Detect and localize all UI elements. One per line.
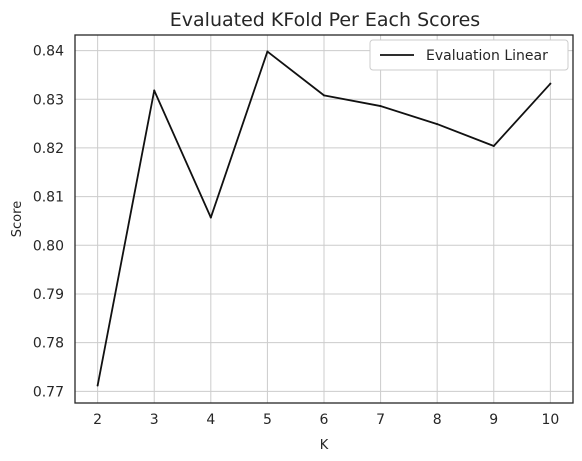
y-tick-label: 0.78 (33, 336, 64, 352)
x-tick-label: 4 (206, 412, 215, 428)
x-tick-label: 5 (263, 412, 272, 428)
y-tick-labels: 0.77 0.78 0.79 0.80 0.81 0.82 0.83 0.84 (33, 44, 64, 401)
data-point (96, 384, 99, 387)
y-tick-label: 0.84 (33, 44, 64, 60)
data-point (379, 105, 382, 108)
data-point (209, 216, 212, 219)
x-axis-label: K (320, 438, 329, 453)
legend-box (369, 39, 569, 71)
data-point (492, 144, 495, 147)
data-point (323, 94, 325, 97)
x-tick-label: 8 (433, 412, 442, 428)
y-tick-label: 0.79 (33, 287, 64, 303)
y-axis-label: Score (10, 201, 25, 237)
y-tick-label: 0.77 (33, 384, 64, 400)
y-tick-label: 0.81 (33, 190, 64, 206)
x-tick-labels: 2 3 4 5 6 7 8 9 10 (93, 412, 559, 428)
legend: Evaluation Linear (369, 39, 569, 71)
y-tick-label: 0.82 (33, 141, 64, 157)
x-tick-label: 9 (489, 412, 498, 428)
plot-frame (74, 34, 574, 404)
series-layer (96, 50, 552, 387)
x-tick-label: 6 (320, 412, 329, 428)
grid-lines (75, 35, 573, 403)
x-tick-label: 3 (150, 412, 159, 428)
y-tick-label: 0.80 (33, 238, 64, 254)
x-tick-label: 10 (541, 412, 559, 428)
legend-entry-evaluation-linear: Evaluation Linear (426, 48, 548, 64)
chart-title: Evaluated KFold Per Each Scores (170, 9, 480, 31)
data-point (436, 123, 439, 126)
x-tick-label: 2 (93, 412, 102, 428)
data-point (549, 82, 552, 85)
data-point (153, 89, 156, 92)
x-tick-label: 7 (376, 412, 385, 428)
data-point (266, 50, 269, 53)
y-tick-label: 0.83 (33, 92, 64, 108)
